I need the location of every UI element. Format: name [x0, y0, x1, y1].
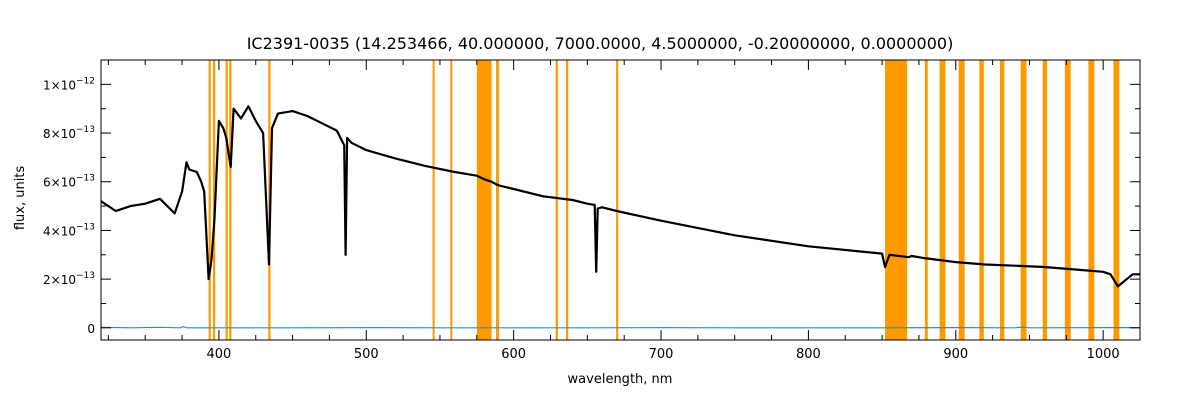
y-tick-label-4: 8×10−13 [43, 125, 95, 141]
x-tick-label-2: 600 [501, 347, 526, 362]
x-axis-ticks: 400 500 600 700 800 900 1000 [107, 60, 1141, 362]
masked-region-7 [476, 60, 492, 340]
y-tick-label-0: 0 [87, 322, 95, 336]
x-axis-label: wavelength, nm [568, 372, 673, 387]
masked-region-6 [450, 60, 453, 340]
masked-region-5 [432, 60, 435, 340]
masked-region-3 [229, 60, 232, 340]
x-tick-label-0: 400 [206, 347, 231, 362]
masked-region-16 [979, 60, 984, 340]
masked-region-13 [924, 60, 928, 340]
masked-region-19 [1042, 60, 1048, 340]
masked-region-22 [1113, 60, 1120, 340]
masked-region-2 [225, 60, 228, 340]
plot-frame [100, 59, 1141, 341]
y-tick-label-1: 2×10−13 [43, 271, 95, 287]
x-tick-label-6: 1000 [1087, 347, 1120, 362]
y-tick-label-5: 1×10−12 [43, 76, 95, 92]
masked-region-11 [616, 60, 619, 340]
x-tick-label-5: 900 [943, 347, 968, 362]
masked-region-0 [208, 60, 211, 340]
masked-region-9 [555, 60, 558, 340]
y-tick-label-3: 6×10−13 [43, 174, 95, 190]
chart-title: IC2391-0035 (14.253466, 40.000000, 7000.… [247, 34, 954, 53]
masked-region-21 [1088, 60, 1095, 340]
masked-region-15 [958, 60, 965, 340]
x-tick-label-1: 500 [354, 347, 379, 362]
masked-region-18 [1020, 60, 1027, 340]
flux-series-line [100, 105, 1140, 288]
x-tick-label-3: 700 [649, 347, 674, 362]
masked-region-12 [885, 60, 908, 340]
masked-region-8 [495, 60, 499, 340]
y-axis-ticks: 0 2×10−13 4×10−13 6×10−13 8×10−13 1×10−12 [43, 76, 1140, 336]
masked-region-14 [939, 60, 946, 340]
y-axis-label: flux, units [13, 166, 28, 231]
masked-region-1 [213, 60, 216, 340]
y-tick-label-2: 4×10−13 [43, 222, 95, 238]
x-tick-label-4: 800 [796, 347, 821, 362]
masked-region-20 [1064, 60, 1071, 340]
series-layer [100, 105, 1140, 329]
masked-regions [208, 60, 1120, 340]
masked-region-17 [999, 60, 1005, 340]
error-series-line [100, 326, 1140, 329]
